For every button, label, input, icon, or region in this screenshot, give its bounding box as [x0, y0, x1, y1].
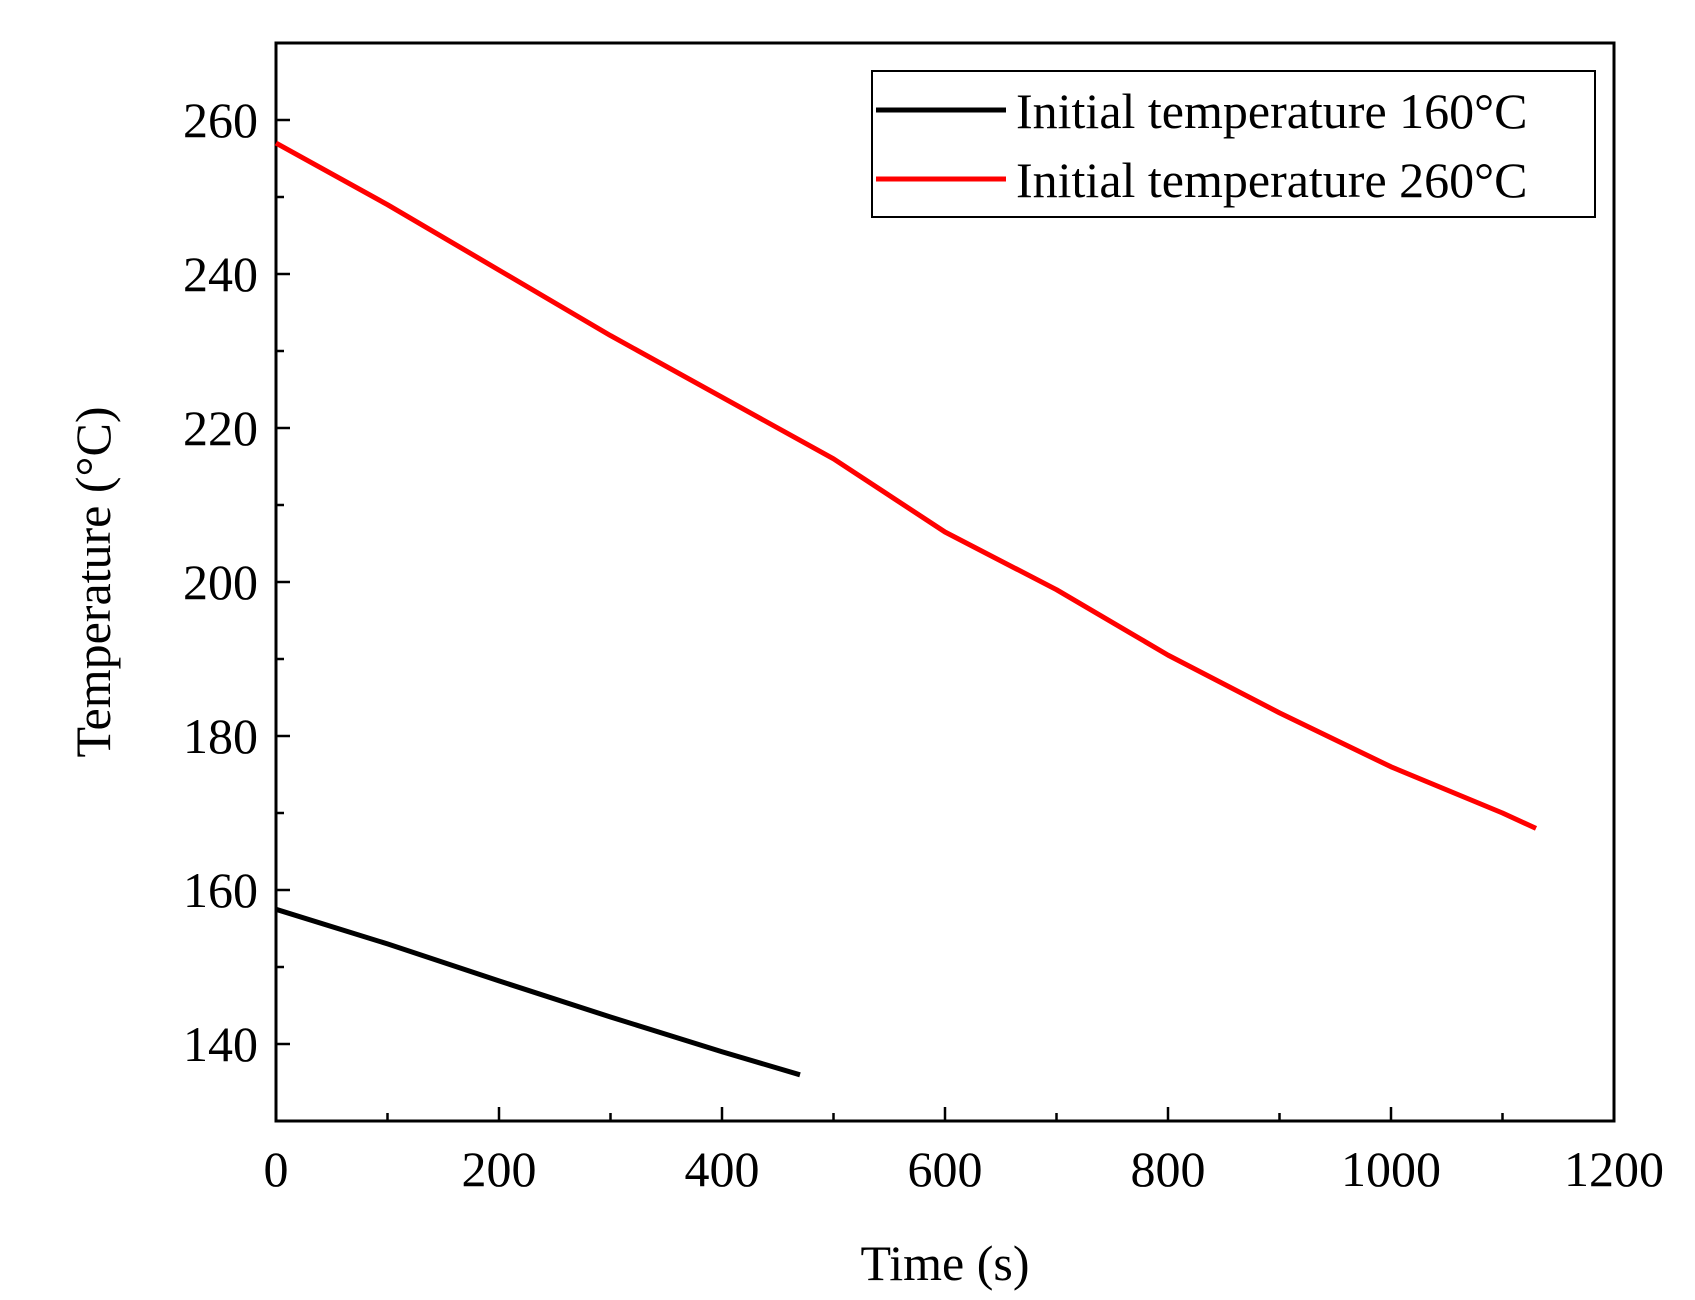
y-tick-label: 200: [183, 554, 258, 610]
y-tick-label: 260: [183, 92, 258, 148]
legend-box: [871, 70, 1596, 218]
series-layer: [274, 140, 1538, 1078]
x-tick-label: 0: [264, 1141, 289, 1197]
series-line-0: [275, 906, 801, 1078]
y-tick-label: 240: [183, 246, 258, 302]
legend: Initial temperature 160°C Initial temper…: [871, 70, 1596, 218]
legend-label-160c: Initial temperature 160°C: [1016, 83, 1528, 139]
y-tick-label: 140: [183, 1016, 258, 1072]
series-line-1: [274, 140, 1538, 831]
x-tick-label: 1000: [1341, 1141, 1441, 1197]
x-tick-label: 1200: [1564, 1141, 1664, 1197]
legend-label-260c: Initial temperature 260°C: [1016, 152, 1528, 208]
x-axis-title: Time (s): [860, 1235, 1029, 1291]
y-tick-label: 220: [183, 400, 258, 456]
x-tick-label: 200: [462, 1141, 537, 1197]
y-tick-label: 160: [183, 862, 258, 918]
y-axis: 140 160 180 200 220 240 260: [183, 41, 290, 1123]
x-tick-label: 800: [1131, 1141, 1206, 1197]
y-axis-title: Temperature (°C): [65, 406, 121, 757]
x-tick-label: 400: [685, 1141, 760, 1197]
x-tick-label: 600: [908, 1141, 983, 1197]
y-tick-label: 180: [183, 708, 258, 764]
x-axis: 0 200 400 600 800 1000 1200: [264, 1107, 1664, 1197]
